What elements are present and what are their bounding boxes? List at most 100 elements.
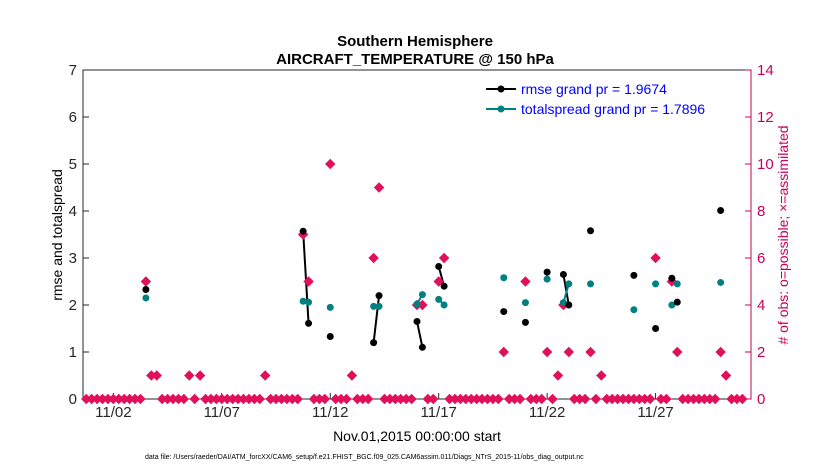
left-tick-label: 6: [69, 109, 77, 126]
totalspread-point: [413, 300, 421, 308]
rmse-point: [565, 301, 573, 309]
obs-count-point: [184, 370, 195, 381]
totalspread-point: [668, 301, 676, 309]
legend-rmse-label: rmse grand pr = 1.9674: [521, 81, 667, 97]
chart-subtitle: AIRCRAFT_TEMPERATURE @ 150 hPa: [276, 51, 554, 68]
obs-count-point: [563, 346, 575, 358]
left-tick-label: 3: [69, 250, 77, 267]
rmse-point: [521, 318, 529, 326]
obs-count-point: [715, 346, 726, 358]
obs-count-point: [661, 393, 672, 405]
obs-count-point: [433, 276, 444, 287]
obs-count-point: [135, 393, 146, 405]
totalspread-point: [565, 280, 573, 288]
x-tick-label: 11/22: [529, 404, 565, 421]
obs-count-point: [547, 393, 558, 405]
rmse-point: [652, 325, 660, 332]
obs-count-point: [596, 370, 607, 381]
rmse-point: [630, 271, 638, 279]
totalspread-point: [717, 278, 725, 286]
obs-count-point: [303, 276, 314, 287]
totalspread-point: [305, 298, 313, 306]
right-axis-ticks: 0 2 4 6 8 10 12 14: [745, 62, 774, 408]
obs-count-point: [710, 393, 721, 405]
legend-spread-label: totalspread grand pr = 1.7896: [521, 101, 705, 117]
totalspread-point: [440, 301, 448, 309]
totalspread-point: [299, 297, 307, 305]
obs-count-point: [650, 252, 661, 264]
left-axis-ticks: 0 1 2 3 4 5 6 7: [69, 62, 89, 408]
obs-count-point: [541, 346, 553, 358]
totalspread-point: [326, 303, 334, 311]
legend-spread-marker: [497, 105, 505, 113]
rmse-point: [717, 207, 725, 215]
legend: rmse grand pr = 1.9674 totalspread grand…: [486, 81, 705, 117]
obs-count-point: [346, 370, 358, 381]
totalspread-point: [375, 302, 383, 310]
x-tick-label: 11/12: [312, 404, 348, 421]
left-tick-label: 5: [69, 156, 77, 173]
x-tick-label: 11/27: [637, 404, 673, 421]
right-tick-label: 4: [757, 297, 765, 314]
left-tick-label: 4: [69, 203, 77, 220]
legend-rmse-marker: [497, 85, 505, 93]
obs-count-point: [373, 182, 385, 193]
rmse-point: [587, 227, 595, 235]
rmse-point: [543, 268, 551, 276]
obs-count-point: [325, 158, 336, 170]
rmse-point: [326, 332, 334, 340]
obs-count-point: [590, 393, 602, 405]
rmse-point: [299, 227, 307, 235]
y-axis-label-left: rmse and totalspread: [49, 169, 65, 301]
series-segment: [416, 321, 424, 348]
left-tick-label: 1: [69, 344, 77, 361]
obs-count-point: [428, 393, 439, 405]
right-tick-label: 14: [757, 62, 774, 79]
obs-count-markers: [81, 158, 748, 405]
totalspread-point: [521, 299, 529, 307]
series-segment: [302, 231, 310, 324]
obs-count-point: [520, 276, 531, 287]
left-tick-label: 7: [69, 62, 77, 79]
totalspread-point: [370, 302, 378, 310]
totalspread-point: [418, 291, 426, 299]
rmse-point: [668, 274, 676, 282]
obs-count-point: [178, 393, 190, 405]
obs-count-point: [493, 393, 504, 405]
right-tick-label: 2: [757, 344, 765, 361]
totalspread-point: [673, 280, 681, 288]
totalspread-point: [543, 275, 551, 283]
rmse-point: [418, 343, 426, 351]
x-tick-label: 11/02: [95, 404, 131, 421]
obs-count-point: [259, 370, 271, 381]
totalspread-markers: [142, 274, 725, 314]
obs-count-point: [341, 393, 352, 405]
obs-count-point: [644, 393, 656, 405]
obs-count-point: [552, 370, 564, 381]
obs-count-point: [254, 393, 265, 405]
rmse-point: [305, 319, 313, 327]
obs-count-point: [406, 393, 417, 405]
right-tick-label: 12: [757, 109, 774, 126]
obs-count-point: [579, 393, 591, 405]
obs-count-point: [514, 393, 526, 405]
x-axis-label: Nov.01,2015 00:00:00 start: [333, 428, 501, 444]
obs-count-point: [189, 393, 200, 405]
left-tick-label: 2: [69, 297, 77, 314]
rmse-point: [142, 285, 150, 293]
chart-title: Southern Hemisphere: [337, 33, 493, 50]
obs-count-point: [368, 252, 379, 264]
totalspread-point: [500, 274, 508, 282]
obs-count-point: [362, 393, 374, 405]
rmse-point: [559, 270, 567, 278]
totalspread-point: [587, 280, 595, 288]
obs-count-point: [720, 370, 732, 381]
x-axis-ticks: 11/02 11/07 11/12 11/17 11/22 11/27: [95, 393, 674, 421]
x-tick-label: 11/07: [204, 404, 240, 421]
rmse-point: [370, 339, 378, 347]
rmse-point: [673, 298, 681, 306]
obs-count-point: [292, 393, 303, 405]
right-tick-label: 0: [757, 391, 765, 408]
obs-count-point: [151, 370, 162, 381]
